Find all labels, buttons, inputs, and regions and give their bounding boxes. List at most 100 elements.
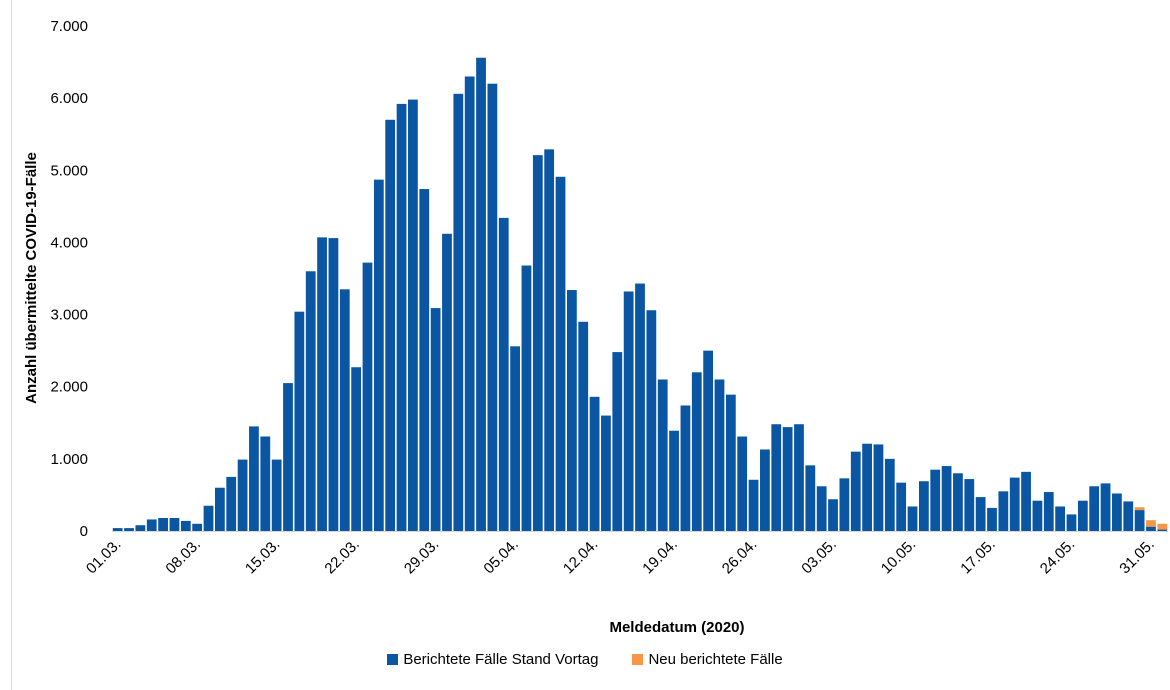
bar-berichtete-25.05.	[1077, 500, 1088, 531]
x-tick-label: 24.05.	[1037, 536, 1079, 578]
x-tick-label: 12.04.	[560, 536, 602, 578]
bar-neu-30.05.	[1134, 507, 1145, 511]
bar-berichtete-27.03.	[408, 99, 418, 531]
x-tick-label: 03.05.	[798, 536, 840, 578]
bar-berichtete-19.04.	[669, 430, 679, 531]
x-tick-label: 26.04.	[719, 536, 761, 578]
bar-berichtete-25.04.	[737, 436, 748, 531]
y-tick-label: 0	[80, 523, 88, 540]
bar-berichtete-08.04.	[544, 149, 555, 532]
bar-berichtete-26.05.	[1089, 486, 1100, 531]
x-tick-label: 15.03.	[242, 536, 284, 578]
x-tick-label: 08.03.	[162, 536, 204, 578]
y-axis-title: Anzahl übermittelte COVID-19-Fälle	[23, 152, 40, 404]
bar-berichtete-12.04.	[589, 396, 600, 531]
bar-berichtete-15.03.	[271, 459, 282, 531]
bar-berichtete-17.04.	[646, 310, 657, 531]
legend-swatch-blue	[387, 653, 399, 665]
bar-berichtete-04.05.	[839, 478, 850, 531]
bar-berichtete-14.04.	[612, 352, 623, 531]
bar-berichtete-11.03.	[226, 476, 237, 531]
bar-berichtete-02.04.	[476, 57, 486, 532]
legend-label: Neu berichtete Fälle	[648, 650, 783, 668]
x-tick-label: 31.05.	[1116, 536, 1158, 578]
bar-berichtete-07.05.	[873, 444, 884, 531]
bar-berichtete-22.05.	[1043, 492, 1054, 531]
bar-berichtete-04.03.	[146, 519, 157, 531]
bar-berichtete-02.05.	[816, 486, 827, 531]
y-tick-label: 6.000	[50, 90, 88, 107]
bar-berichtete-30.03.	[442, 233, 452, 531]
bar-berichtete-16.03.	[283, 383, 293, 531]
legend-item-berichtete: Berichtete Fälle Stand Vortag	[387, 651, 598, 668]
bar-berichtete-12.03.	[237, 459, 248, 531]
bar-berichtete-12.05.	[930, 469, 941, 531]
bar-berichtete-26.03.	[396, 103, 407, 531]
bar-berichtete-25.03.	[385, 119, 396, 531]
bar-berichtete-18.04.	[657, 379, 668, 531]
y-tick-label: 1.000	[50, 451, 88, 468]
bar-berichtete-17.03.	[294, 311, 305, 531]
bar-berichtete-04.04.	[498, 217, 509, 531]
bar-berichtete-20.03.	[328, 238, 339, 531]
bar-berichtete-05.03.	[158, 518, 168, 531]
bar-berichtete-29.04.	[782, 427, 793, 531]
bar-berichtete-05.05.	[850, 451, 861, 531]
bar-berichtete-07.03.	[180, 520, 191, 531]
bar-berichtete-27.05.	[1100, 483, 1111, 531]
bar-chart: 0 1.000 2.000 3.000 4.000 5.000 6.000 7.000 01.…	[23, 18, 1168, 636]
bar-berichtete-08.03.	[192, 523, 203, 531]
bar-berichtete-08.05.	[884, 458, 895, 531]
bar-berichtete-14.03.	[260, 436, 271, 531]
x-tick-label: 22.03.	[321, 536, 363, 578]
bar-berichtete-24.05.	[1066, 514, 1077, 531]
bar-berichtete-09.04.	[555, 176, 566, 531]
bar-berichtete-10.04.	[566, 290, 577, 531]
bar-berichtete-13.05.	[941, 466, 952, 531]
bar-berichtete-18.05.	[998, 491, 1009, 531]
legend: Berichtete Fälle Stand Vortag Neu berich…	[0, 647, 1170, 671]
bar-berichtete-17.05.	[987, 507, 997, 531]
bar-berichtete-10.03.	[214, 487, 225, 531]
bar-berichtete-11.05.	[918, 481, 929, 531]
bar-berichtete-10.05.	[907, 506, 918, 531]
bar-berichtete-07.04.	[532, 155, 543, 531]
bar-neu-01.06.	[1157, 523, 1168, 530]
bar-berichtete-23.05.	[1055, 506, 1066, 531]
bar-berichtete-01.04.	[464, 76, 475, 531]
x-tick-label: 05.04.	[480, 536, 522, 578]
bar-berichtete-16.05.	[975, 497, 986, 531]
y-tick-label: 4.000	[50, 234, 88, 251]
x-tick-label: 01.03.	[83, 536, 125, 578]
bar-berichtete-03.04.	[487, 83, 498, 532]
bar-berichtete-21.03.	[339, 289, 350, 531]
bar-berichtete-21.04.	[691, 372, 702, 531]
bar-berichtete-22.04.	[703, 350, 714, 531]
bar-berichtete-27.04.	[760, 449, 770, 531]
bar-berichtete-18.03.	[305, 271, 316, 531]
bar-neu-31.05.	[1146, 520, 1156, 527]
y-tick-label: 7.000	[50, 18, 88, 35]
bar-berichtete-23.04.	[714, 379, 725, 531]
legend-swatch-orange	[632, 653, 644, 665]
bar-berichtete-31.03.	[453, 93, 464, 531]
frame-border-line	[11, 0, 12, 690]
legend-item-neu: Neu berichtete Fälle	[632, 650, 783, 668]
bar-berichtete-21.05.	[1032, 500, 1043, 531]
bar-berichtete-05.04.	[510, 346, 520, 531]
bar-berichtete-26.04.	[748, 479, 759, 531]
bars-group	[112, 57, 1168, 532]
x-axis-title: Meldedatum (2020)	[609, 619, 744, 636]
bar-berichtete-19.03.	[317, 237, 327, 531]
bar-berichtete-23.03.	[362, 262, 373, 531]
bar-berichtete-13.04.	[601, 415, 611, 531]
bar-berichtete-24.03.	[373, 179, 384, 531]
bar-berichtete-14.05.	[953, 473, 963, 531]
bar-berichtete-15.04.	[623, 291, 634, 531]
x-tick-label: 17.05.	[957, 536, 999, 578]
bar-berichtete-06.04.	[521, 265, 532, 531]
x-axis-ticks: 01.03. 08.03. 15.03. 22.03. 29.03. 05.04. 12.0…	[83, 536, 1158, 578]
bar-berichtete-06.03.	[169, 518, 180, 531]
bar-berichtete-11.04.	[578, 321, 589, 531]
bar-berichtete-02.03.	[124, 528, 134, 531]
